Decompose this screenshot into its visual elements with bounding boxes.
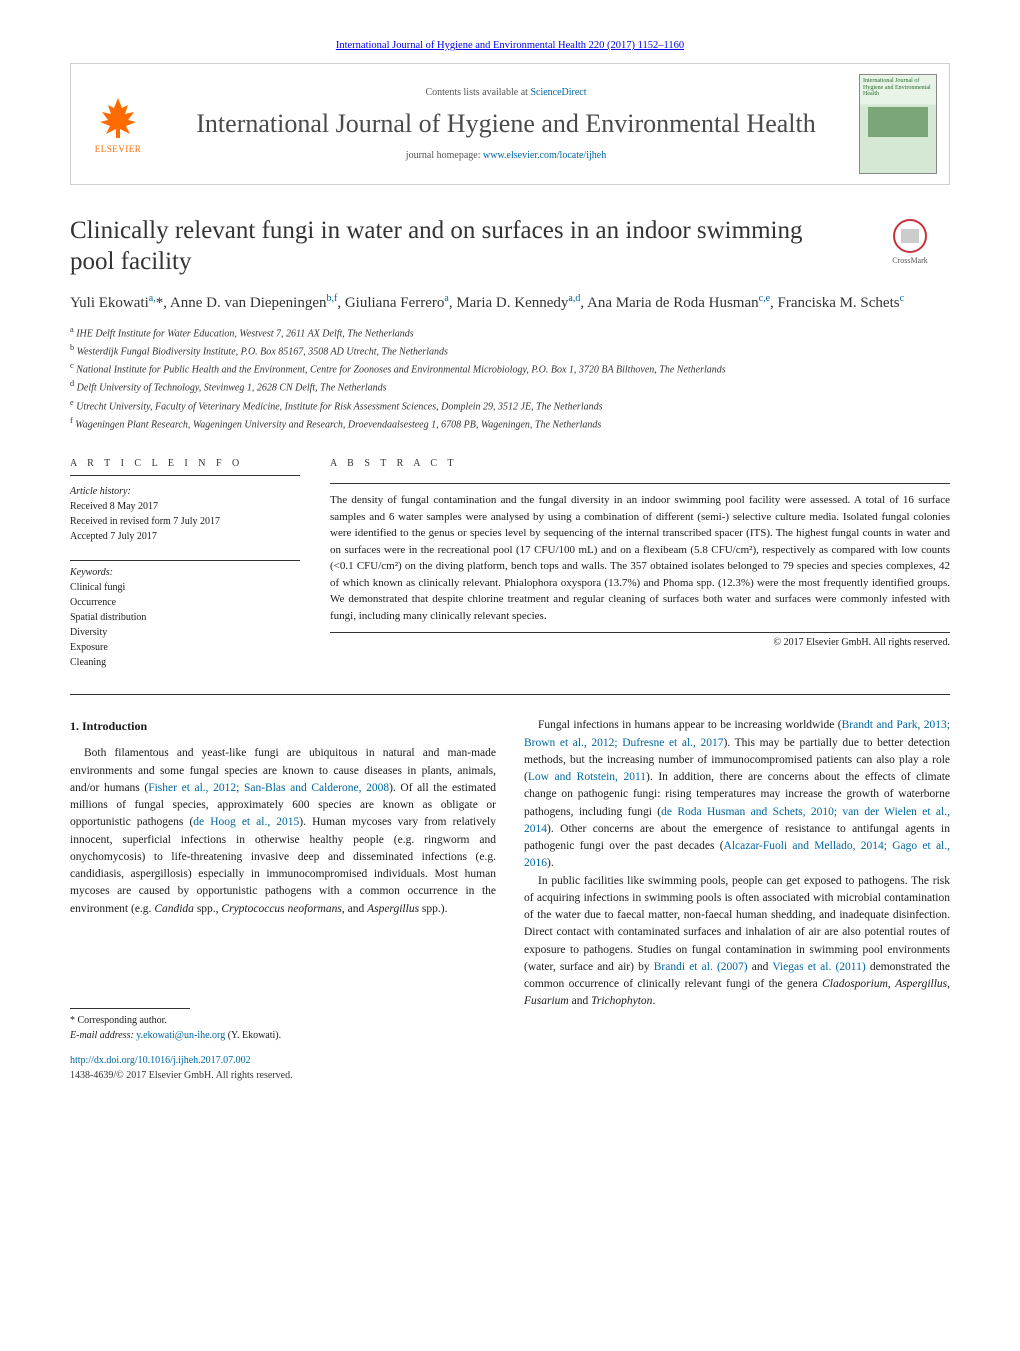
corresponding-label: * Corresponding author.: [70, 1013, 496, 1028]
elsevier-label: ELSEVIER: [95, 144, 142, 154]
affiliation-line: a IHE Delft Institute for Water Educatio…: [70, 324, 950, 341]
header-center: Contents lists available at ScienceDirec…: [153, 87, 859, 160]
elsevier-logo[interactable]: ELSEVIER: [83, 84, 153, 164]
article-info-abstract-row: a r t i c l e i n f o Article history: R…: [70, 458, 950, 670]
homepage-link[interactable]: www.elsevier.com/locate/ijheh: [483, 150, 606, 161]
affiliations: a IHE Delft Institute for Water Educatio…: [70, 324, 950, 433]
keyword: Occurrence: [70, 595, 300, 610]
keyword: Cleaning: [70, 655, 300, 670]
journal-title: International Journal of Hygiene and Env…: [163, 108, 849, 139]
intro-heading: 1. Introduction: [70, 717, 496, 735]
homepage-prefix: journal homepage:: [406, 150, 483, 161]
contents-line: Contents lists available at ScienceDirec…: [163, 87, 849, 98]
keywords-list: Clinical fungiOccurrenceSpatial distribu…: [70, 580, 300, 670]
doi-link[interactable]: http://dx.doi.org/10.1016/j.ijheh.2017.0…: [70, 1055, 251, 1066]
history-line: Received 8 May 2017: [70, 499, 300, 514]
crossmark-label: CrossMark: [892, 256, 928, 265]
cover-title: International Journal of Hygiene and Env…: [863, 78, 933, 98]
cover-image-placeholder: [868, 107, 928, 137]
article-info-heading: a r t i c l e i n f o: [70, 458, 300, 476]
email-label: E-mail address:: [70, 1030, 136, 1041]
body-columns: 1. Introduction Both filamentous and yea…: [70, 717, 950, 1083]
affiliation-line: f Wageningen Plant Research, Wageningen …: [70, 415, 950, 432]
homepage-line: journal homepage: www.elsevier.com/locat…: [163, 150, 849, 161]
footer-rule: [70, 1008, 190, 1009]
history-line: Received in revised form 7 July 2017: [70, 514, 300, 529]
article-title-row: Clinically relevant fungi in water and o…: [70, 215, 950, 278]
corresponding-email-link[interactable]: y.ekowati@un-ihe.org: [136, 1030, 225, 1041]
affiliation-line: c National Institute for Public Health a…: [70, 360, 950, 377]
page: International Journal of Hygiene and Env…: [0, 0, 1020, 1123]
header-citation: International Journal of Hygiene and Env…: [70, 40, 950, 51]
abstract-copyright: © 2017 Elsevier GmbH. All rights reserve…: [330, 637, 950, 648]
journal-header-box: ELSEVIER Contents lists available at Sci…: [70, 63, 950, 185]
keyword: Exposure: [70, 640, 300, 655]
intro-para-2: Fungal infections in humans appear to be…: [524, 717, 950, 872]
article-history: Article history: Received 8 May 2017Rece…: [70, 484, 300, 544]
history-label: Article history:: [70, 484, 300, 499]
crossmark-icon: [893, 219, 927, 253]
citation-link[interactable]: International Journal of Hygiene and Env…: [336, 40, 684, 51]
keyword: Clinical fungi: [70, 580, 300, 595]
history-line: Accepted 7 July 2017: [70, 529, 300, 544]
corresponding-author-footer: * Corresponding author. E-mail address: …: [70, 1008, 496, 1083]
email-line: E-mail address: y.ekowati@un-ihe.org (Y.…: [70, 1028, 496, 1043]
intro-para-1: Both filamentous and yeast-like fungi ar…: [70, 745, 496, 918]
authors-list: Yuli Ekowatia,*, Anne D. van Diepeningen…: [70, 292, 950, 314]
keyword: Spatial distribution: [70, 610, 300, 625]
affiliation-line: e Utrecht University, Faculty of Veterin…: [70, 397, 950, 414]
keyword: Diversity: [70, 625, 300, 640]
issn-line: 1438-4639/© 2017 Elsevier GmbH. All righ…: [70, 1068, 496, 1083]
abstract-column: a b s t r a c t The density of fungal co…: [330, 458, 950, 670]
abstract-text: The density of fungal contamination and …: [330, 483, 950, 633]
contents-prefix: Contents lists available at: [425, 87, 530, 98]
affiliation-line: d Delft University of Technology, Stevin…: [70, 378, 950, 395]
article-info-column: a r t i c l e i n f o Article history: R…: [70, 458, 300, 670]
affiliation-line: b Westerdijk Fungal Biodiversity Institu…: [70, 342, 950, 359]
abstract-heading: a b s t r a c t: [330, 458, 950, 475]
keywords-label: Keywords:: [70, 560, 300, 578]
intro-para-3: In public facilities like swimming pools…: [524, 873, 950, 1011]
crossmark-badge[interactable]: CrossMark: [870, 219, 950, 265]
journal-cover-thumbnail[interactable]: International Journal of Hygiene and Env…: [859, 74, 937, 174]
sciencedirect-link[interactable]: ScienceDirect: [530, 87, 586, 98]
article-title: Clinically relevant fungi in water and o…: [70, 215, 850, 278]
section-rule: [70, 694, 950, 695]
doi-line: http://dx.doi.org/10.1016/j.ijheh.2017.0…: [70, 1053, 496, 1068]
email-name: (Y. Ekowati).: [225, 1030, 281, 1041]
elsevier-tree-icon: [94, 94, 142, 142]
